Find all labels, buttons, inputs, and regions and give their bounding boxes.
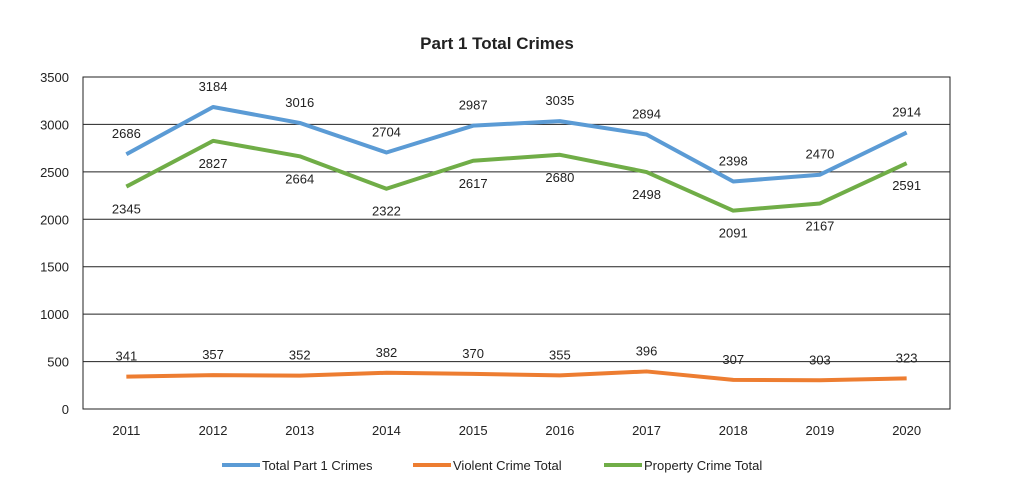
y-tick-label: 2500 xyxy=(40,165,69,180)
data-label: 303 xyxy=(809,352,831,367)
y-tick-label: 500 xyxy=(47,355,69,370)
data-label: 382 xyxy=(376,345,398,360)
legend-label: Violent Crime Total xyxy=(453,458,562,473)
data-label: 355 xyxy=(549,347,571,362)
data-label: 370 xyxy=(462,346,484,361)
y-tick-label: 2000 xyxy=(40,212,69,227)
data-label: 2686 xyxy=(112,126,141,141)
x-tick-label: 2018 xyxy=(719,423,748,438)
data-label: 396 xyxy=(636,343,658,358)
x-tick-label: 2017 xyxy=(632,423,661,438)
legend: Total Part 1 Crimes Violent Crime Total Pr… xyxy=(222,458,762,473)
data-label: 3035 xyxy=(545,93,574,108)
data-label: 2987 xyxy=(459,98,488,113)
x-tick-label: 2020 xyxy=(892,423,921,438)
data-label: 341 xyxy=(115,349,137,364)
x-tick-label: 2012 xyxy=(199,423,228,438)
chart-title: Part 1 Total Crimes xyxy=(420,34,574,53)
y-tick-label: 1000 xyxy=(40,307,69,322)
data-label: 352 xyxy=(289,348,311,363)
data-label: 2345 xyxy=(112,202,141,217)
data-label: 2827 xyxy=(199,156,228,171)
data-label: 2914 xyxy=(892,105,921,120)
y-tick-label: 3000 xyxy=(40,117,69,132)
x-tick-label: 2014 xyxy=(372,423,401,438)
legend-label: Total Part 1 Crimes xyxy=(262,458,373,473)
data-label: 2617 xyxy=(459,176,488,191)
legend-item: Violent Crime Total xyxy=(413,458,562,473)
legend-item: Total Part 1 Crimes xyxy=(222,458,373,473)
x-tick-label: 2015 xyxy=(459,423,488,438)
y-tick-label: 3500 xyxy=(40,70,69,85)
series-line-1 xyxy=(126,369,907,383)
data-label: 307 xyxy=(722,352,744,367)
data-label: 2322 xyxy=(372,204,401,219)
data-label: 2704 xyxy=(372,125,401,140)
data-label: 2398 xyxy=(719,154,748,169)
x-tick-label: 2013 xyxy=(285,423,314,438)
data-label: 2680 xyxy=(545,170,574,185)
data-label: 2591 xyxy=(892,178,921,193)
y-tick-label: 0 xyxy=(62,402,69,417)
x-tick-label: 2011 xyxy=(112,423,140,438)
data-label: 3016 xyxy=(285,95,314,110)
y-tick-label: 1500 xyxy=(40,260,69,275)
data-label: 2470 xyxy=(805,147,834,162)
legend-item: Property Crime Total xyxy=(604,458,762,473)
legend-label: Property Crime Total xyxy=(644,458,762,473)
series-line-0 xyxy=(125,104,908,184)
data-label: 3184 xyxy=(199,79,228,94)
x-tick-label: 2019 xyxy=(805,423,834,438)
data-label: 2091 xyxy=(719,226,748,241)
data-label: 2894 xyxy=(632,106,661,121)
data-label: 2664 xyxy=(285,171,314,186)
data-label: 2498 xyxy=(632,187,661,202)
data-label: 2167 xyxy=(805,218,834,233)
data-label: 323 xyxy=(896,350,918,365)
data-label: 357 xyxy=(202,347,224,362)
series-line-2 xyxy=(125,138,908,213)
x-tick-label: 2016 xyxy=(545,423,574,438)
